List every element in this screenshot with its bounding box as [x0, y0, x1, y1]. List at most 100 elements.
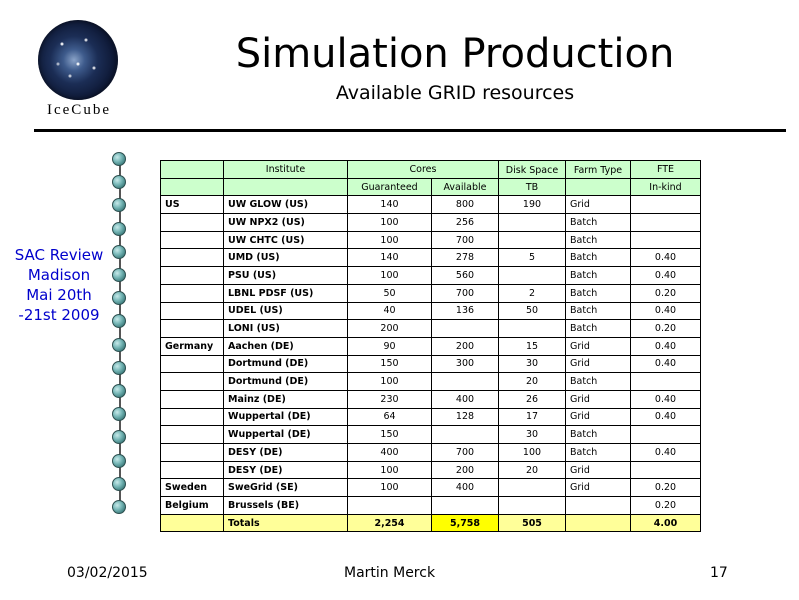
side-caption: SAC Review Madison Mai 20th -21st 2009 [0, 245, 118, 325]
side-caption-line: Mai 20th [26, 286, 92, 304]
bead-icon [112, 291, 126, 306]
table-row: Dortmund (DE) 150 300 30 Grid 0.40 [160, 354, 701, 374]
logo-globe-icon [38, 20, 118, 100]
farm-cell: Batch [565, 425, 631, 444]
institute-cell: DESY (DE) [223, 460, 348, 480]
disk-cell [498, 319, 566, 338]
bead-icon [112, 360, 126, 375]
side-caption-line: -21st 2009 [18, 306, 100, 324]
available-cell: 200 [431, 460, 499, 480]
disk-cell [498, 230, 566, 250]
disk-cell: 15 [498, 336, 566, 356]
table-row: PSU (US) 100 560 Batch 0.40 [160, 266, 701, 285]
farm-cell: Grid [565, 460, 631, 480]
country-cell: Germany [160, 336, 224, 356]
subheader-available: Available [431, 177, 499, 197]
table-row: Dortmund (DE) 100 20 Batch [160, 372, 701, 391]
disk-cell: 26 [498, 389, 566, 409]
farm-cell: Batch [565, 283, 631, 303]
fte-cell: 0.40 [630, 354, 701, 374]
country-cell [160, 230, 224, 250]
fte-cell: 0.40 [630, 266, 701, 285]
bead-icon [112, 476, 126, 491]
bead-icon [112, 198, 126, 213]
table-row: UMD (US) 140 278 5 Batch 0.40 [160, 248, 701, 268]
bead-icon [112, 453, 126, 468]
disk-cell: 30 [498, 354, 566, 374]
institute-cell: UW CHTC (US) [223, 230, 348, 250]
logo-text: IceCube [47, 102, 111, 118]
available-cell [431, 496, 499, 515]
available-cell: 400 [431, 389, 499, 409]
header-cell-fte: FTE [630, 160, 701, 179]
institute-cell: SweGrid (SE) [223, 478, 348, 498]
bead-string [119, 158, 121, 508]
guaranteed-cell [347, 496, 432, 515]
available-cell: 700 [431, 443, 499, 462]
footer-author: Martin Merck [344, 565, 436, 581]
country-cell [160, 443, 224, 462]
institute-cell: DESY (DE) [223, 443, 348, 462]
table-row: UW NPX2 (US) 100 256 Batch [160, 213, 701, 232]
disk-cell: 50 [498, 301, 566, 321]
disk-cell: 100 [498, 443, 566, 462]
header-cell-disk: Disk Space [498, 160, 566, 179]
disk-cell: 20 [498, 460, 566, 480]
guaranteed-cell: 40 [347, 301, 432, 321]
country-cell [160, 460, 224, 480]
table-row: Mainz (DE) 230 400 26 Grid 0.40 [160, 389, 701, 409]
bead-icon [112, 244, 126, 259]
guaranteed-cell: 64 [347, 407, 432, 427]
disk-cell: 17 [498, 407, 566, 427]
fte-cell: 0.40 [630, 301, 701, 321]
institute-cell: Wuppertal (DE) [223, 407, 348, 427]
available-cell [431, 372, 499, 391]
institute-cell: Brussels (BE) [223, 496, 348, 515]
bead-icon [112, 384, 126, 398]
guaranteed-cell: 100 [347, 213, 432, 232]
available-cell [431, 319, 499, 338]
table-row: UDEL (US) 40 136 50 Batch 0.40 [160, 301, 701, 321]
guaranteed-cell: 100 [347, 372, 432, 391]
available-cell: 128 [431, 407, 499, 427]
available-cell: 136 [431, 301, 499, 321]
title-divider [34, 129, 786, 132]
header-cell-cores: Cores [347, 160, 499, 179]
available-cell: 700 [431, 230, 499, 250]
farm-cell: Grid [565, 354, 631, 374]
available-cell: 400 [431, 478, 499, 498]
country-cell [160, 407, 224, 427]
guaranteed-cell: 90 [347, 336, 432, 356]
side-caption-line: SAC Review [14, 246, 104, 264]
totals-country-cell [160, 513, 224, 533]
institute-cell: Dortmund (DE) [223, 372, 348, 391]
fte-cell: 0.40 [630, 389, 701, 409]
table-subheader-row: Guaranteed Available TB In-kind [160, 177, 701, 197]
country-cell: US [160, 195, 224, 215]
farm-cell: Batch [565, 248, 631, 268]
subheader-tb: TB [498, 177, 566, 197]
farm-cell: Batch [565, 213, 631, 232]
table-row: Wuppertal (DE) 64 128 17 Grid 0.40 [160, 407, 701, 427]
fte-cell: 0.40 [630, 248, 701, 268]
country-cell [160, 266, 224, 285]
bead-icon [112, 407, 126, 422]
header-cell-country [160, 160, 224, 179]
guaranteed-cell: 150 [347, 354, 432, 374]
disk-cell [498, 478, 566, 498]
slide-subtitle: Available GRID resources [335, 82, 575, 104]
institute-cell: UW NPX2 (US) [223, 213, 348, 232]
country-cell [160, 248, 224, 268]
subheader-cell [565, 177, 631, 197]
disk-cell: 20 [498, 372, 566, 391]
table-row: Wuppertal (DE) 150 30 Batch [160, 425, 701, 444]
subheader-cell [223, 177, 348, 197]
available-cell [431, 425, 499, 444]
available-cell: 560 [431, 266, 499, 285]
available-cell: 300 [431, 354, 499, 374]
page-number: 17 [710, 565, 728, 581]
institute-cell: UDEL (US) [223, 301, 348, 321]
farm-cell: Grid [565, 336, 631, 356]
footer-date: 03/02/2015 [67, 565, 148, 581]
disk-cell: 190 [498, 195, 566, 215]
